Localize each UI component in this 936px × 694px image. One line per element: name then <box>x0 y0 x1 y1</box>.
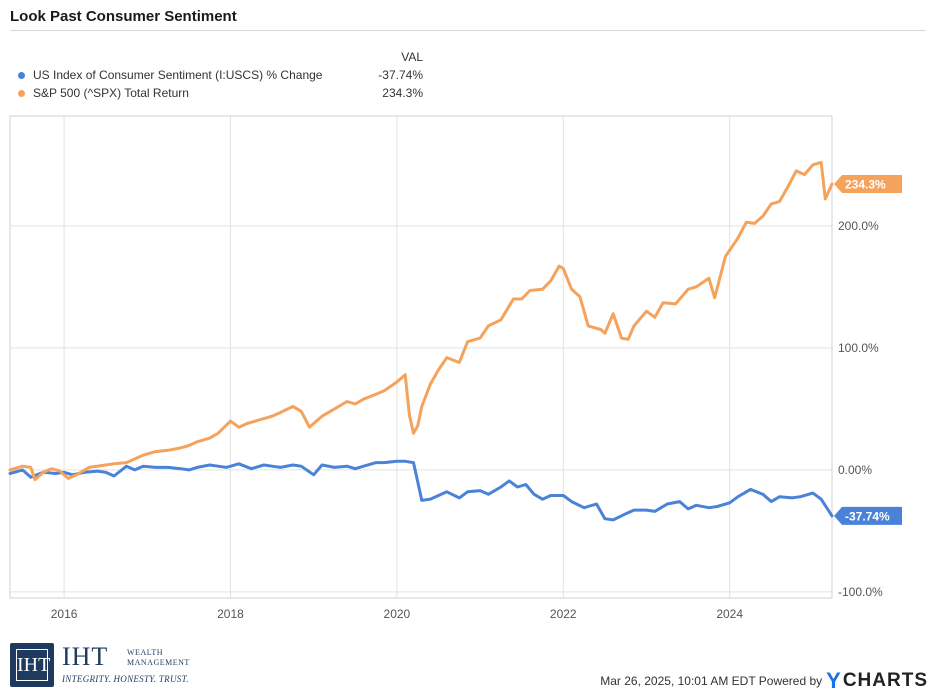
x-tick-label: 2020 <box>384 607 411 621</box>
y-tick-label: 0.00% <box>838 463 872 477</box>
legend-item-consumer-sentiment[interactable]: US Index of Consumer Sentiment (I:USCS) … <box>18 66 423 84</box>
title-divider <box>10 30 926 31</box>
end-label-tag-sp500 <box>834 174 902 193</box>
logo-mark-text: IHT <box>16 649 50 681</box>
x-tick-label: 2018 <box>217 607 244 621</box>
logo-mark: IHT <box>10 643 54 687</box>
logo-sub-management: MANAGEMENT <box>127 658 190 667</box>
series-line-consumer-sentiment <box>8 459 834 522</box>
legend-label: S&P 500 (^SPX) Total Return <box>33 86 189 100</box>
plot-frame <box>9 115 833 599</box>
legend: VAL US Index of Consumer Sentiment (I:US… <box>18 50 423 102</box>
footer-attribution: Mar 26, 2025, 10:01 AM EDT Powered by Y … <box>600 668 928 694</box>
legend-dot-sp500 <box>18 89 25 97</box>
legend-item-sp500[interactable]: S&P 500 (^SPX) Total Return 234.3% <box>18 84 423 102</box>
legend-dot-consumer-sentiment <box>18 71 25 79</box>
series-line-sp500 <box>8 160 834 482</box>
legend-label: US Index of Consumer Sentiment (I:USCS) … <box>33 68 323 82</box>
iht-logo: IHT IHT WEALTH MANAGEMENT INTEGRITY. HON… <box>10 640 190 688</box>
x-tick-label: 2022 <box>550 607 577 621</box>
ycharts-logo-text: CHARTS <box>842 670 928 691</box>
y-tick-label: 100.0% <box>838 341 879 355</box>
logo-name: IHT <box>62 642 109 671</box>
ycharts-logo[interactable]: Y CHARTS <box>826 668 928 694</box>
logo-subtitle: WEALTH MANAGEMENT <box>127 648 190 668</box>
end-label-consumer-sentiment: -37.74% <box>845 509 890 523</box>
logo-tagline: INTEGRITY. HONESTY. TRUST. <box>62 674 189 684</box>
x-tick-label: 2016 <box>51 607 78 621</box>
chart-title: Look Past Consumer Sentiment <box>10 8 237 25</box>
x-tick-label: 2024 <box>716 607 743 621</box>
legend-header: VAL <box>401 50 423 64</box>
end-label-tag-consumer-sentiment <box>834 506 902 525</box>
legend-value: 234.3% <box>382 86 423 100</box>
end-label-sp500: 234.3% <box>845 177 886 191</box>
y-tick-label: -100.0% <box>838 585 883 599</box>
timestamp: Mar 26, 2025, 10:01 AM EDT Powered by <box>600 674 823 688</box>
legend-value: -37.74% <box>378 68 423 82</box>
y-tick-label: 200.0% <box>838 219 879 233</box>
logo-sub-wealth: WEALTH <box>127 648 164 657</box>
ycharts-logo-y: Y <box>826 668 842 693</box>
